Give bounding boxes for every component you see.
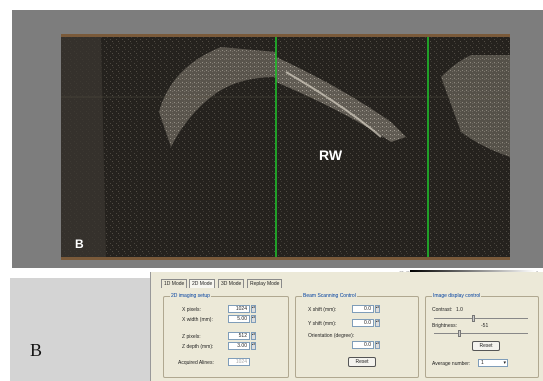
tab-2d-mode[interactable]: 2D Mode xyxy=(189,279,216,288)
image-view-panel: RW B xyxy=(12,10,543,268)
right-tissue xyxy=(441,55,510,157)
display-control-group: Image display control Contrast: 1.0 Brig… xyxy=(425,293,539,378)
orientation-label: Orientation (degree): xyxy=(308,333,355,339)
image-corner-label: B xyxy=(75,237,84,251)
z-pixels-label: Z pixels: xyxy=(182,334,201,340)
x-width-label: X width (mm): xyxy=(182,317,213,323)
z-depth-label: Z depth (mm): xyxy=(182,344,214,350)
z-depth-spinner[interactable]: ▴▾ xyxy=(251,342,256,350)
x-pixels-field[interactable]: 1024 xyxy=(228,305,250,313)
dropdown-arrow-icon: ▾ xyxy=(503,360,506,366)
brightness-slider-thumb[interactable] xyxy=(457,330,461,337)
average-number-select[interactable]: 1 ▾ xyxy=(478,359,508,367)
x-pixels-label: X pixels: xyxy=(182,307,201,313)
z-pixels-spinner[interactable]: ▴▾ xyxy=(251,332,256,340)
imaging-setup-title: 2D imaging setup xyxy=(170,293,211,299)
imaging-setup-group: 2D imaging setup X pixels: 1024 ▴▾ X wid… xyxy=(163,293,289,378)
tissue-dome xyxy=(159,47,276,147)
display-reset-button[interactable]: Reset xyxy=(472,341,500,351)
oct-bscan-image: RW B xyxy=(61,34,510,260)
orientation-field[interactable]: 0.0 xyxy=(352,341,374,349)
round-window-membrane xyxy=(276,57,406,142)
brightness-label: Brightness: xyxy=(432,323,458,329)
z-depth-field[interactable]: 3.00 xyxy=(228,342,250,350)
tab-replay-mode[interactable]: Replay Mode xyxy=(247,279,283,288)
tab-1d-mode[interactable]: 1D Mode xyxy=(161,279,188,288)
x-shift-label: X shift (mm): xyxy=(308,307,337,313)
z-pixels-field[interactable]: 512 xyxy=(228,332,250,340)
tab-3d-mode[interactable]: 3D Mode xyxy=(218,279,245,288)
x-shift-field[interactable]: 0.0 xyxy=(352,305,374,313)
region-label-rw: RW xyxy=(319,147,343,163)
brightness-slider-track[interactable] xyxy=(434,333,528,334)
x-pixels-spinner[interactable]: ▴▾ xyxy=(251,305,256,313)
beam-scanning-title: Beam Scanning Control xyxy=(302,293,357,299)
x-shift-spinner[interactable]: ▴▾ xyxy=(375,305,380,313)
orientation-spinner[interactable]: ▴▾ xyxy=(375,341,380,349)
oct-bscan-graphic xyxy=(61,37,510,257)
membrane-surface-line xyxy=(285,71,382,138)
left-tissue-band xyxy=(61,37,106,257)
display-control-title: Image display control xyxy=(432,293,482,299)
average-number-value: 1 xyxy=(481,360,484,366)
y-shift-spinner[interactable]: ▴▾ xyxy=(375,319,380,327)
left-gray-area xyxy=(10,278,150,381)
control-panel: 1D Mode 2D Mode 3D Mode Replay Mode 2D i… xyxy=(150,272,543,381)
y-shift-label: Y shift (mm): xyxy=(308,321,337,327)
x-width-field[interactable]: 5.00 xyxy=(228,315,250,323)
contrast-slider-thumb[interactable] xyxy=(471,315,475,322)
contrast-label: Contrast: xyxy=(432,307,453,313)
beam-reset-button[interactable]: Reset xyxy=(348,357,376,367)
contrast-value: 1.0 xyxy=(456,307,463,313)
y-shift-field[interactable]: 0.0 xyxy=(352,319,374,327)
x-width-spinner[interactable]: ▴▾ xyxy=(251,315,256,323)
average-number-label: Average number: xyxy=(432,361,471,367)
beam-scanning-group: Beam Scanning Control X shift (mm): 0.0 … xyxy=(295,293,419,378)
acquired-alines-field: 1024 xyxy=(228,358,250,366)
acquired-alines-label: Acquired Alines: xyxy=(178,360,214,366)
brightness-value: -51 xyxy=(481,323,489,329)
contrast-slider-track[interactable] xyxy=(434,318,528,319)
panel-letter: B xyxy=(30,340,43,360)
